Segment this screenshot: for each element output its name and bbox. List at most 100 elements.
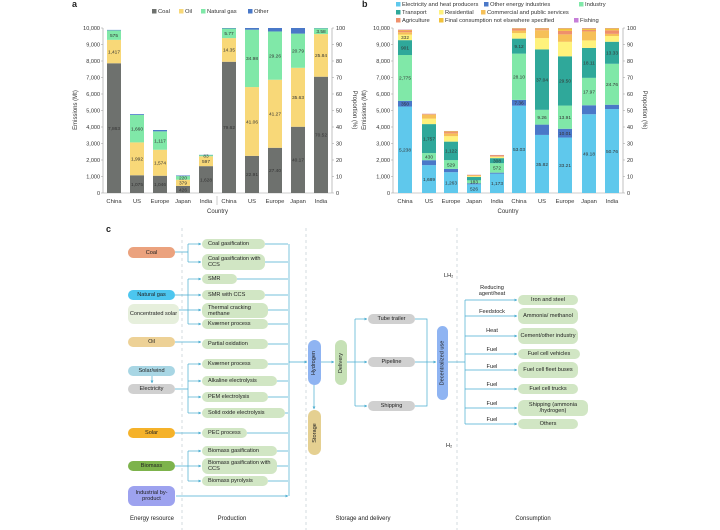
chart-a-bar-us-coal [130, 175, 144, 193]
chart-a-data-label: 1,075 [131, 182, 143, 188]
chart-a-pct-label: 79.62 [223, 125, 235, 131]
chart-b-ytick-label: 8,000 [376, 59, 390, 65]
chart-b-data-label: 350 [401, 101, 409, 107]
chart-a-bar-china-oil [107, 39, 121, 64]
chart-a-bar-us-natural-gas [130, 115, 144, 143]
use-fuel-cell-trucks: Fuel cell trucks [518, 384, 578, 394]
chart-b-bar-europe-residential [444, 136, 458, 142]
chart-b-data-label: 430 [425, 154, 433, 160]
chart-b-pct-label: 9.26 [537, 115, 547, 121]
chart-b-bar-us-electricity-and-heat-producers [422, 165, 436, 193]
chart-b-pct-bar-china-electricity-and-heat-producers [512, 105, 526, 193]
resource-electricity: Electricity [128, 384, 175, 394]
chart-a-bar-china-natural-gas [107, 30, 121, 40]
chart-a-pct-bar-europe-other [268, 28, 282, 32]
chart-b-legend-swatch [396, 10, 401, 15]
chart-a-ytick-right-label: 50 [336, 109, 342, 115]
chart-b-data-label: 1,263 [445, 180, 457, 186]
chart-b-ytick-right-label: 10 [627, 175, 633, 181]
chart-b-pct-bar-india-transport [605, 41, 619, 64]
panel-label-c: c [106, 224, 112, 234]
chart-b-pct-bar-europe-other-energy-industries [558, 128, 572, 138]
chart-b-ytick-right-label: 20 [627, 158, 633, 164]
chart-b-pct-bar-china-commercial-and-public-services [512, 30, 526, 34]
production-pem-electrolysis: PEM electrolysis [202, 392, 268, 402]
chart-b-ytick-label: 9,000 [376, 43, 390, 49]
chart-a-pct-bar-us-oil [245, 87, 259, 156]
chart-b-bar-japan-electricity-and-heat-producers [467, 184, 481, 193]
chart-a-legend-swatch [201, 9, 206, 14]
chart-a-pct-label: 70.52 [315, 133, 327, 139]
chart-b-bar-japan-transport [467, 177, 481, 181]
via-2: Heat [486, 328, 498, 334]
chart-a-pct-label: 14.35 [223, 48, 235, 54]
chart-a-xtick-label-right: China [221, 199, 237, 205]
chart-b-data-label: 5,238 [399, 148, 411, 154]
use-iron-steel: Iron and steel [518, 295, 578, 305]
chart-b-pct-bar-europe-agriculture [558, 30, 572, 35]
chart-a-pct-bar-europe-natural-gas [268, 31, 282, 80]
resource-solar-wind: Solar/wind [128, 366, 175, 376]
chart-a-pct-label: 41.06 [246, 119, 258, 125]
chart-a-pct-bar-europe-oil [268, 79, 282, 148]
chart-a-pct-label: 5.77 [224, 31, 234, 37]
chart-b-ytick-right-label: 50 [627, 109, 633, 115]
chart-b-bar-china-transport [398, 40, 412, 56]
chart-b-pct-bar-india-industry [605, 63, 619, 105]
chart-a-legend-label: Coal [158, 9, 170, 15]
chart-a-pct-bar-china-oil [222, 38, 236, 62]
chart-b-pct-label: 13.33 [606, 51, 618, 57]
chart-b-xtick-label: China [397, 199, 413, 205]
chart-b-bar-europe-commercial-and-public-services [444, 133, 458, 137]
chart-b-ytick-right-label: 60 [627, 92, 633, 98]
chart-a-pct-bar-japan-oil [291, 67, 305, 127]
chart-b-xlabel: Country [497, 209, 518, 215]
chart-a-pct-label: 29.26 [269, 53, 281, 59]
chart-a-bar-europe-natural-gas [153, 131, 167, 150]
chart-b-pct-bar-europe-transport [558, 56, 572, 106]
chart-a-data-label: 1,660 [131, 126, 143, 132]
chart-a-ytick-label: 1,000 [86, 175, 100, 181]
chart-a-legend-swatch [152, 9, 157, 14]
chart-b-legend-label: Fishing [580, 18, 599, 24]
chart-a-ytick-right-label: 40 [336, 125, 342, 131]
chart-a-ytick-right-label: 30 [336, 142, 342, 148]
chart-b-data-label: 901 [401, 45, 409, 51]
chart-b-legend-label: Electricity and heat producers [402, 2, 478, 8]
resource-concentrated-solar: Concentrated solar [128, 304, 179, 324]
use-fuel-cell-vehicles: Fuel cell vehicles [518, 349, 580, 359]
chart-a-data-label: 220 [179, 176, 187, 182]
chart-b-pct-label: 35.82 [536, 162, 548, 168]
chart-a-pct-label: 34.98 [246, 56, 258, 62]
chart-a-xtick-label-right: US [248, 199, 256, 205]
chart-a-xtick-label: Japan [175, 199, 191, 205]
chart-b-ytick-label: 0 [387, 191, 390, 197]
chart-a-ytick-label: 7,000 [86, 76, 100, 82]
chart-b-data-label: 332 [401, 35, 409, 41]
chart-a-pct-bar-us-other [245, 28, 259, 30]
chart-b-pct-label: 10.01 [559, 131, 571, 137]
chart-b-ytick-right-label: 80 [627, 59, 633, 65]
chart-a-bar-us-other [130, 114, 144, 116]
chart-b-bar-europe-agriculture [444, 132, 458, 134]
resource-oil: Oil [128, 337, 175, 347]
chart-b-pct-bar-china-agriculture [512, 28, 526, 31]
chart-b-xtick-label-right: US [538, 199, 546, 205]
chart-b-pct-label: 53.03 [513, 147, 525, 153]
chart-b-bar-europe-other-energy-industries [444, 168, 458, 173]
resource-natural-gas: Natural gas [128, 290, 175, 300]
chart-b-pct-bar-europe-commercial-and-public-services [558, 34, 572, 42]
chart-a-pct-bar-china-other [222, 28, 236, 29]
chart-b-xtick-label: India [491, 199, 504, 205]
chart-a-xtick-label-right: India [315, 199, 328, 205]
chart-a-data-label: 379 [179, 181, 187, 187]
chart-a-ytick-right-label: 20 [336, 158, 342, 164]
chart-b-legend-swatch [579, 2, 584, 7]
chart-b-legend-swatch [574, 18, 579, 23]
chart-b-legend-swatch [439, 18, 444, 23]
chart-b-xtick-label-right: Japan [581, 199, 597, 205]
charts-canvas: 0 1,000 2,000 3,000 4,000 5,000 6,000 7,000 8,00… [73, 2, 647, 215]
chart-b-bar-china-final-consumption-not-elsewhere-specified [398, 29, 412, 31]
tube-trailer-node: Tube trailer [368, 314, 415, 324]
chart-a-pct-label: 3.58 [316, 29, 326, 35]
